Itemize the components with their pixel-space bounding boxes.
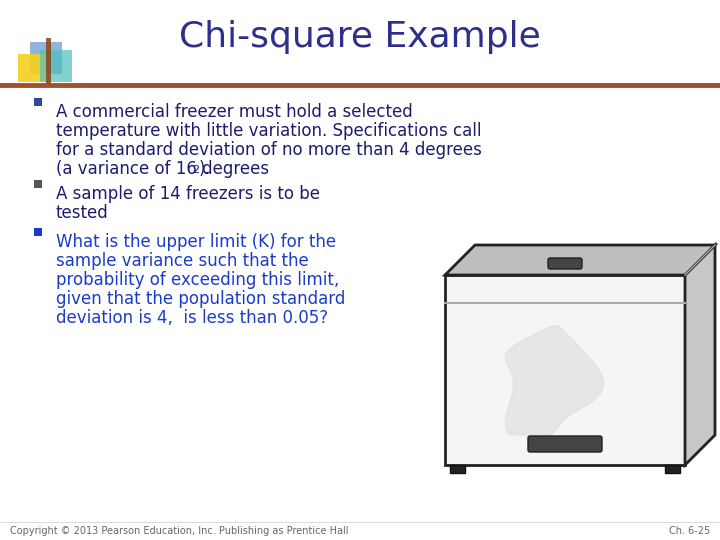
- Text: 2: 2: [192, 165, 199, 175]
- Text: Chi-square Example: Chi-square Example: [179, 20, 541, 54]
- Text: Ch. 6-25: Ch. 6-25: [669, 526, 710, 536]
- Text: probability of exceeding this limit,: probability of exceeding this limit,: [56, 271, 339, 289]
- FancyBboxPatch shape: [450, 465, 465, 473]
- Text: Copyright © 2013 Pearson Education, Inc. Publishing as Prentice Hall: Copyright © 2013 Pearson Education, Inc.…: [10, 526, 348, 536]
- Text: sample variance such that the: sample variance such that the: [56, 252, 309, 270]
- FancyBboxPatch shape: [34, 98, 42, 106]
- Text: for a standard deviation of no more than 4 degrees: for a standard deviation of no more than…: [56, 141, 482, 159]
- Text: A sample of 14 freezers is to be: A sample of 14 freezers is to be: [56, 185, 320, 203]
- Polygon shape: [505, 326, 603, 435]
- Polygon shape: [445, 245, 715, 275]
- Text: ).: ).: [199, 160, 210, 178]
- FancyBboxPatch shape: [34, 228, 42, 236]
- FancyBboxPatch shape: [548, 258, 582, 269]
- FancyBboxPatch shape: [34, 180, 42, 188]
- Text: tested: tested: [56, 204, 109, 222]
- FancyBboxPatch shape: [528, 436, 602, 452]
- Text: deviation is 4,  is less than 0.05?: deviation is 4, is less than 0.05?: [56, 309, 328, 327]
- FancyBboxPatch shape: [30, 42, 62, 74]
- Text: (a variance of 16 degrees: (a variance of 16 degrees: [56, 160, 269, 178]
- Text: What is the upper limit (K) for the: What is the upper limit (K) for the: [56, 233, 336, 251]
- Text: A commercial freezer must hold a selected: A commercial freezer must hold a selecte…: [56, 103, 413, 121]
- FancyBboxPatch shape: [40, 50, 72, 82]
- FancyBboxPatch shape: [445, 275, 685, 465]
- Polygon shape: [685, 245, 715, 465]
- FancyBboxPatch shape: [46, 38, 51, 84]
- Text: temperature with little variation. Specifications call: temperature with little variation. Speci…: [56, 122, 482, 140]
- FancyBboxPatch shape: [18, 54, 46, 82]
- Text: given that the population standard: given that the population standard: [56, 290, 346, 308]
- FancyBboxPatch shape: [665, 465, 680, 473]
